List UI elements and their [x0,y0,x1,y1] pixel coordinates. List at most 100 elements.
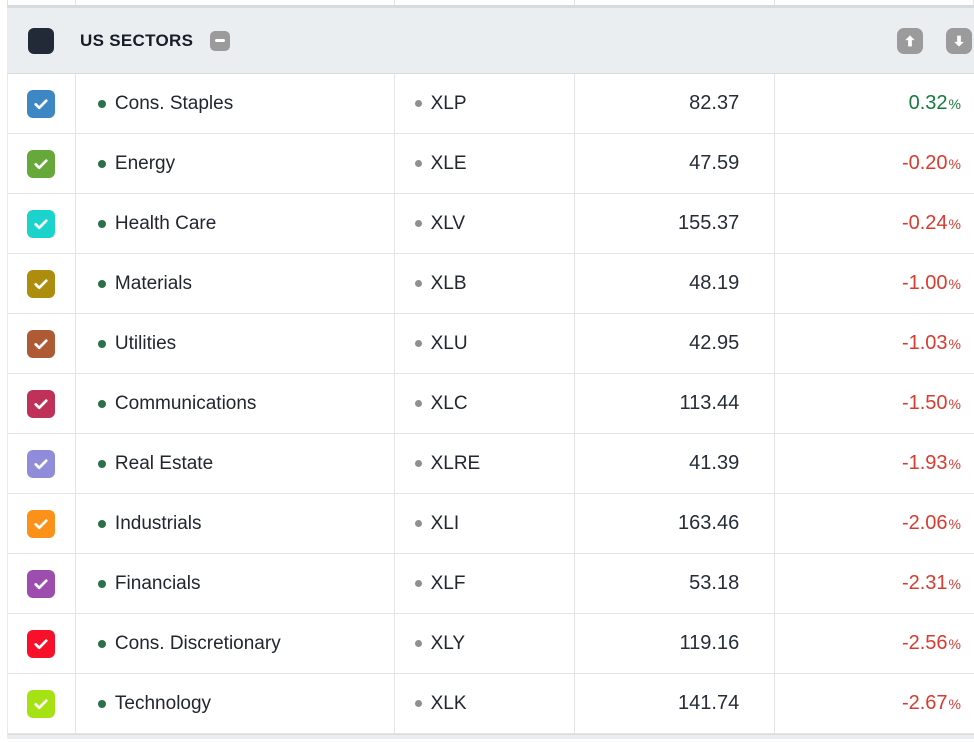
sector-visibility-checkbox[interactable] [27,89,56,118]
change-value: -2.06 % [902,512,961,535]
sector-name: Utilities [114,332,177,354]
change-number: -1.00 [901,272,948,294]
move-section-down-button[interactable] [946,27,972,54]
ticker-dot-icon [414,580,422,587]
change-value: -2.56 % [902,632,961,655]
change-value: -1.00 % [902,272,961,295]
select-all-checkbox[interactable] [28,27,54,54]
change-number: -2.56 [901,632,948,654]
check-icon [34,98,49,109]
check-icon [34,578,49,589]
strip-cell [75,0,395,5]
sector-dot-icon [97,699,106,708]
strip-cell [575,0,776,5]
price-value: 82.37 [689,92,740,114]
next-section-edge [7,734,974,739]
collapse-section-button[interactable] [210,30,231,51]
ticker-dot-icon [414,220,422,227]
percent-sign: % [948,636,961,652]
change-value: -1.93 % [902,452,961,475]
sector-table-body: Cons. Staples XLP 82.37 0.32 % Energy [7,74,974,734]
sector-name: Industrials [114,512,202,534]
sector-row[interactable]: Health Care XLV 155.37 -0.24 % [8,194,974,254]
strip-cell [394,0,576,5]
sector-visibility-checkbox[interactable] [27,509,56,538]
sector-name: Cons. Staples [114,92,234,114]
change-value: -0.20 % [902,152,961,175]
sector-name: Materials [114,272,192,294]
change-value: -0.24 % [902,212,961,235]
price-value: 113.44 [679,392,740,414]
sector-row[interactable]: Utilities XLU 42.95 -1.03 % [8,314,974,374]
sector-row[interactable]: Cons. Discretionary XLY 119.16 -2.56 % [8,614,974,674]
check-icon [34,278,49,289]
change-number: -2.31 [901,572,948,594]
change-number: -2.67 [901,692,948,714]
sector-name: Health Care [114,212,217,234]
price-value: 163.46 [678,512,740,534]
ticker-dot-icon [414,520,422,527]
ticker-dot-icon [414,160,422,167]
sector-row[interactable]: Energy XLE 47.59 -0.20 % [8,134,974,194]
change-value: -2.31 % [902,572,961,595]
percent-sign: % [948,276,961,292]
ticker-symbol: XLRE [430,452,481,474]
ticker-dot-icon [414,280,422,287]
price-value: 42.95 [689,332,740,354]
check-icon [34,518,49,529]
change-value: 0.32 % [909,92,961,115]
sector-row[interactable]: Communications XLC 113.44 -1.50 % [8,374,974,434]
sector-dot-icon [97,219,106,228]
sector-visibility-checkbox[interactable] [27,689,56,718]
sector-visibility-checkbox[interactable] [27,149,56,178]
sector-visibility-checkbox[interactable] [27,569,56,598]
move-section-up-button[interactable] [897,27,923,54]
change-number: 0.32 [908,92,948,114]
price-value: 47.59 [689,152,740,174]
previous-section-edge [7,0,974,8]
price-value: 41.39 [689,452,740,474]
sector-row[interactable]: Financials XLF 53.18 -2.31 % [8,554,974,614]
sector-visibility-checkbox[interactable] [27,329,56,358]
ticker-symbol: XLF [430,572,466,594]
change-value: -2.67 % [902,692,961,715]
ticker-dot-icon [414,700,422,707]
percent-sign: % [948,516,961,532]
ticker-dot-icon [414,400,422,407]
sector-visibility-checkbox[interactable] [27,209,56,238]
sector-row[interactable]: Cons. Staples XLP 82.37 0.32 % [8,74,974,134]
ticker-symbol: XLI [430,512,460,534]
sector-row[interactable]: Materials XLB 48.19 -1.00 % [8,254,974,314]
sector-row[interactable]: Technology XLK 141.74 -2.67 % [8,674,974,734]
check-icon [34,698,49,709]
ticker-symbol: XLE [430,152,467,174]
percent-sign: % [948,576,961,592]
check-icon [34,338,49,349]
sector-name: Communications [114,392,257,414]
sector-name: Cons. Discretionary [114,632,281,654]
price-value: 119.16 [679,632,740,654]
percent-sign: % [948,156,961,172]
check-icon [34,638,49,649]
price-value: 53.18 [689,572,740,594]
sector-visibility-checkbox[interactable] [27,449,56,478]
percent-sign: % [948,696,961,712]
check-icon [34,218,49,229]
sector-row[interactable]: Real Estate XLRE 41.39 -1.93 % [8,434,974,494]
change-value: -1.03 % [902,332,961,355]
change-value: -1.50 % [902,392,961,415]
change-number: -0.24 [901,212,948,234]
sector-dot-icon [97,579,106,588]
sector-visibility-checkbox[interactable] [27,269,56,298]
sector-dot-icon [97,279,106,288]
sector-visibility-checkbox[interactable] [27,629,56,658]
change-number: -1.50 [901,392,948,414]
sector-row[interactable]: Industrials XLI 163.46 -2.06 % [8,494,974,554]
sector-visibility-checkbox[interactable] [27,389,56,418]
price-value: 48.19 [689,272,740,294]
strip-cell [8,0,76,5]
ticker-dot-icon [414,640,422,647]
section-title: US SECTORS [80,30,194,50]
percent-sign: % [948,96,961,112]
change-number: -1.93 [901,452,948,474]
